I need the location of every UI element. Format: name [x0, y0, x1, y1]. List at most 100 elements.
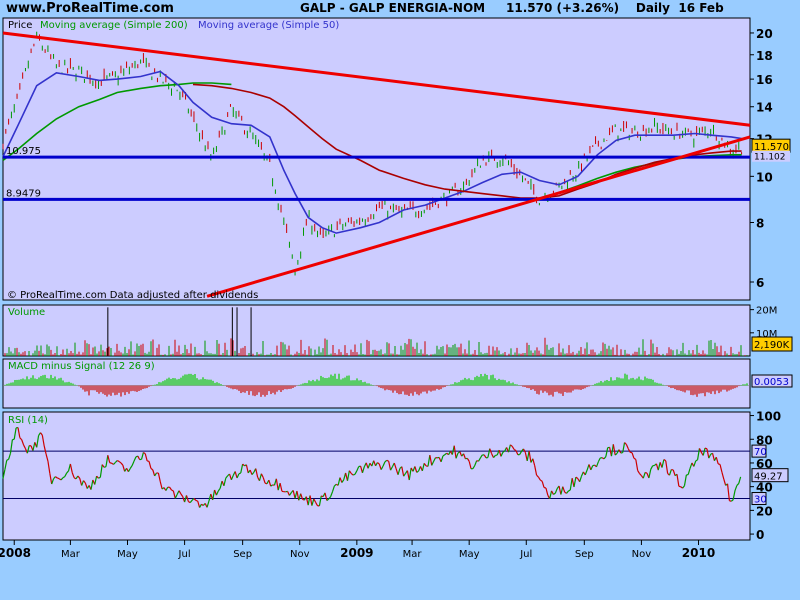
rsi-segment: [549, 490, 553, 499]
x-axis-label: Nov: [632, 549, 652, 560]
rsi-segment: [661, 459, 665, 468]
rsi-segment: [695, 459, 698, 462]
rsi-segment: [715, 457, 719, 465]
rsi-segment: [390, 466, 393, 471]
ma-badge: [752, 150, 790, 162]
rsi-level-badge: [751, 492, 767, 506]
rsi-segment: [562, 486, 566, 493]
rsi-segment: [532, 458, 536, 466]
rsi-segment: [536, 474, 539, 478]
rsi-segment: [84, 482, 88, 489]
site-name[interactable]: www.ProRealTime.com: [6, 1, 174, 16]
rsi-y-tick-label: 60: [756, 457, 773, 471]
rsi-segment: [143, 451, 146, 455]
support-level-label: 8.9479: [6, 188, 41, 199]
rsi-segment: [408, 467, 412, 481]
rsi-segment: [493, 455, 496, 458]
rsi-segment: [440, 455, 444, 463]
rsi-segment: [2, 469, 6, 479]
rsi-segment: [579, 475, 583, 482]
volume-panel: [2, 304, 751, 357]
rsi-segment: [365, 462, 369, 469]
rsi-segment: [21, 439, 25, 446]
rsi-y-tick-label: 40: [756, 481, 773, 495]
rsi-segment: [171, 489, 174, 492]
rsi-y-tick-label: 20: [756, 504, 773, 518]
rsi-segment: [174, 494, 178, 499]
macd-bars: [3, 373, 750, 397]
rsi-segment: [455, 452, 459, 459]
rsi-segment: [195, 499, 198, 502]
rsi-segment: [682, 485, 685, 489]
rsi-segment: [472, 465, 476, 469]
rsi-segment: [580, 471, 584, 477]
rsi-segment: [223, 477, 227, 486]
trendline: [206, 135, 751, 298]
last-price: 11.570 (+3.26%): [506, 1, 620, 15]
rsi-segment: [603, 456, 607, 460]
rsi-segment: [663, 459, 667, 462]
rsi-segment: [12, 438, 15, 441]
rsi-segment: [624, 442, 627, 445]
rsi-segment: [528, 450, 532, 463]
rsi-segment: [573, 477, 577, 488]
x-axis-label: 2009: [340, 546, 373, 560]
rsi-segment: [584, 469, 588, 476]
rsi-segment: [32, 442, 36, 451]
rsi-segment: [6, 458, 9, 461]
rsi-segment: [560, 486, 564, 495]
rsi-segment: [468, 461, 472, 469]
rsi-segment: [537, 476, 541, 481]
rsi-segment: [129, 465, 133, 469]
rsi-segment: [729, 500, 732, 502]
rsi-segment: [610, 444, 614, 457]
rsi-segment: [287, 491, 290, 496]
rsi-segment: [466, 458, 470, 462]
rsi-segment: [206, 500, 210, 508]
rsi-segment: [356, 466, 360, 472]
rsi-segment: [339, 477, 343, 483]
x-axis-label: Jul: [519, 549, 532, 560]
rsi-segment: [180, 493, 184, 497]
rsi-segment: [258, 473, 262, 481]
legend-ma-50: Moving average (Simple 50): [198, 20, 339, 31]
rsi-segment: [637, 470, 641, 474]
rsi-segment: [268, 479, 272, 487]
rsi-segment: [120, 462, 124, 466]
rsi-segment: [384, 459, 388, 463]
rsi-segment: [249, 469, 253, 475]
rsi-segment: [57, 477, 60, 480]
rsi-segment: [569, 478, 573, 491]
rsi-segment: [36, 435, 40, 448]
rsi-segment: [689, 462, 693, 469]
rsi-segment: [612, 444, 616, 456]
rsi-segment: [371, 460, 375, 467]
rsi-segment: [489, 448, 493, 454]
rsi-segment: [71, 472, 75, 478]
rsi-segment: [633, 457, 637, 460]
rsi-segment: [706, 448, 710, 459]
rsi-segment: [478, 457, 481, 462]
rsi-segment: [595, 461, 599, 468]
x-axis-label: Jul: [178, 549, 191, 560]
rsi-segment: [500, 451, 504, 457]
rsi-segment: [519, 450, 523, 455]
x-axis-label: Sep: [233, 549, 252, 560]
rsi-segment: [114, 460, 118, 463]
rsi-segment: [541, 481, 545, 488]
rsi-segment: [193, 498, 197, 501]
rsi-segment: [657, 462, 661, 471]
rsi-segment: [414, 466, 418, 473]
rsi-panel: [2, 411, 751, 541]
rsi-segment: [107, 455, 111, 463]
rsi-segment: [90, 479, 94, 490]
rsi-segment: [213, 489, 217, 496]
x-axis-label: Sep: [575, 549, 594, 560]
rsi-segment: [185, 495, 189, 502]
rsi-segment: [330, 491, 334, 497]
x-axis-label: Mar: [403, 549, 423, 560]
rsi-segment: [726, 483, 731, 501]
rsi-segment: [698, 448, 702, 453]
rsi-segment: [382, 461, 386, 467]
